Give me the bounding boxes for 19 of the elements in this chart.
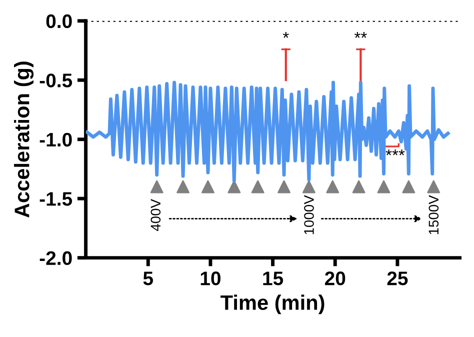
annotation: 400V (150, 199, 161, 232)
line-series (86, 80, 450, 183)
y-tick-label: 0.0 (46, 14, 72, 28)
x-tick-label: 5 (143, 272, 153, 286)
annotation: 1500V (428, 195, 439, 234)
y-axis-title: Acceleration (g) (14, 62, 34, 218)
y-tick-label: -2.0 (40, 251, 72, 266)
y-tick-label: -1.5 (40, 192, 72, 206)
annotation: *** (386, 149, 405, 156)
annotation: 1000V (304, 195, 314, 234)
annotation: * (282, 32, 289, 38)
x-tick-label: 20 (324, 272, 346, 286)
x-tick-label: 25 (387, 272, 408, 286)
x-tick-label: 10 (200, 272, 220, 286)
x-tick-label: 15 (263, 272, 284, 286)
annotation: ** (354, 32, 367, 38)
x-axis-title: Time (min) (220, 294, 324, 314)
y-tick-label: -0.5 (40, 74, 72, 88)
y-tick-label: -1.0 (40, 132, 72, 147)
